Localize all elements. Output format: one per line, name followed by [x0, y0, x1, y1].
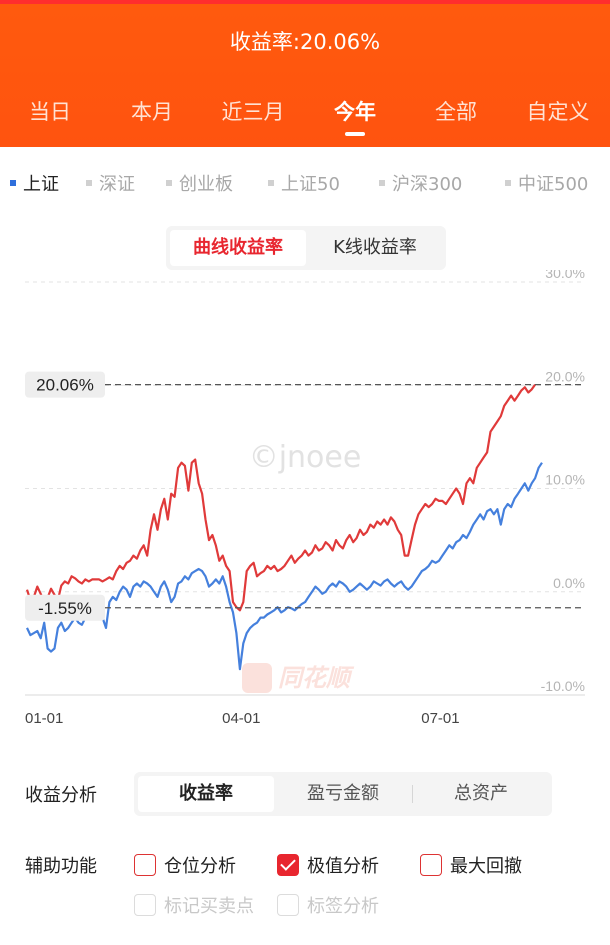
max-value-label: 20.06%: [36, 376, 94, 395]
index-return-line: [26, 462, 543, 671]
tab-month[interactable]: 本月: [131, 100, 173, 124]
y-tick-label: 20.0%: [545, 368, 585, 384]
profit-amount-option[interactable]: 盈亏金额: [307, 783, 379, 804]
page-title: 收益率:20.06%: [229, 30, 381, 54]
index-dot-icon: [379, 180, 385, 186]
checkbox-icon: [134, 894, 156, 916]
index-dot-icon: [166, 180, 172, 186]
mark-trades-checkbox[interactable]: 标记买卖点: [134, 892, 254, 918]
total-assets-option[interactable]: 总资产: [454, 783, 508, 804]
curve-return-option[interactable]: 曲线收益率: [170, 230, 306, 266]
index-sse50[interactable]: 上证50: [268, 170, 340, 196]
return-rate-option[interactable]: 收益率: [138, 776, 274, 812]
min-value-label: -1.55%: [38, 599, 92, 618]
tab-custom[interactable]: 自定义: [526, 100, 590, 124]
position-analysis-checkbox[interactable]: 仓位分析: [134, 852, 236, 878]
active-tab-indicator: [345, 132, 365, 136]
watermark-text: ©jnoee: [249, 440, 362, 475]
checkbox-icon: [420, 854, 442, 876]
index-chinext[interactable]: 创业板: [166, 170, 233, 196]
y-tick-label: 0.0%: [553, 575, 585, 591]
max-drawdown-checkbox[interactable]: 最大回撤: [420, 852, 522, 878]
return-chart: 30.0% 20.0% 10.0% 0.0% -10.0% ©jnoee 同花顺 20.06%…: [25, 270, 585, 727]
portfolio-return-line: [25, 383, 536, 612]
checkbox-icon: [277, 894, 299, 916]
x-tick-label: 07-01: [421, 710, 459, 727]
tag-analysis-checkbox[interactable]: 标签分析: [277, 892, 379, 918]
index-dot-icon: [268, 180, 274, 186]
period-tabs: 当日 本月 近三月 今年 全部 自定义: [0, 96, 610, 136]
checkbox-icon: [134, 854, 156, 876]
divider: [412, 785, 413, 803]
tab-today[interactable]: 当日: [29, 100, 71, 124]
index-csi500[interactable]: 中证500: [505, 170, 588, 196]
aux-label: 辅助功能: [25, 856, 97, 877]
index-shenzhen[interactable]: 深证: [86, 170, 135, 196]
tab-three-months[interactable]: 近三月: [221, 100, 285, 124]
y-tick-label: 30.0%: [545, 270, 585, 281]
y-tick-label: -10.0%: [541, 678, 585, 694]
logo-icon: [242, 663, 272, 693]
tab-this-year[interactable]: 今年: [334, 100, 376, 124]
index-shanghai[interactable]: 上证: [10, 170, 59, 196]
extreme-value-checkbox[interactable]: 极值分析: [277, 852, 379, 878]
analysis-label: 收益分析: [25, 785, 97, 806]
tab-all[interactable]: 全部: [435, 100, 477, 124]
x-tick-label: 04-01: [222, 710, 260, 727]
x-tick-label: 01-01: [25, 710, 63, 727]
checkbox-checked-icon: [277, 854, 299, 876]
index-dot-icon: [86, 180, 92, 186]
extreme-marker-badge: [25, 371, 105, 398]
extreme-marker-badge: [25, 594, 105, 621]
index-csi300[interactable]: 沪深300: [379, 170, 462, 196]
y-tick-label: 10.0%: [545, 472, 585, 488]
header: 收益率:20.06% 当日 本月 近三月 今年 全部 自定义: [0, 0, 610, 147]
index-dot-icon: [505, 180, 511, 186]
analysis-toggle: 收益率 盈亏金额 总资产: [134, 772, 552, 816]
index-selector: 上证 深证 创业板 上证50 沪深300 中证500: [0, 170, 610, 198]
index-dot-icon: [10, 180, 16, 186]
chart-mode-toggle: 曲线收益率 K线收益率: [166, 226, 446, 270]
kline-return-option[interactable]: K线收益率: [333, 237, 417, 258]
logo-text: 同花顺: [278, 664, 355, 692]
